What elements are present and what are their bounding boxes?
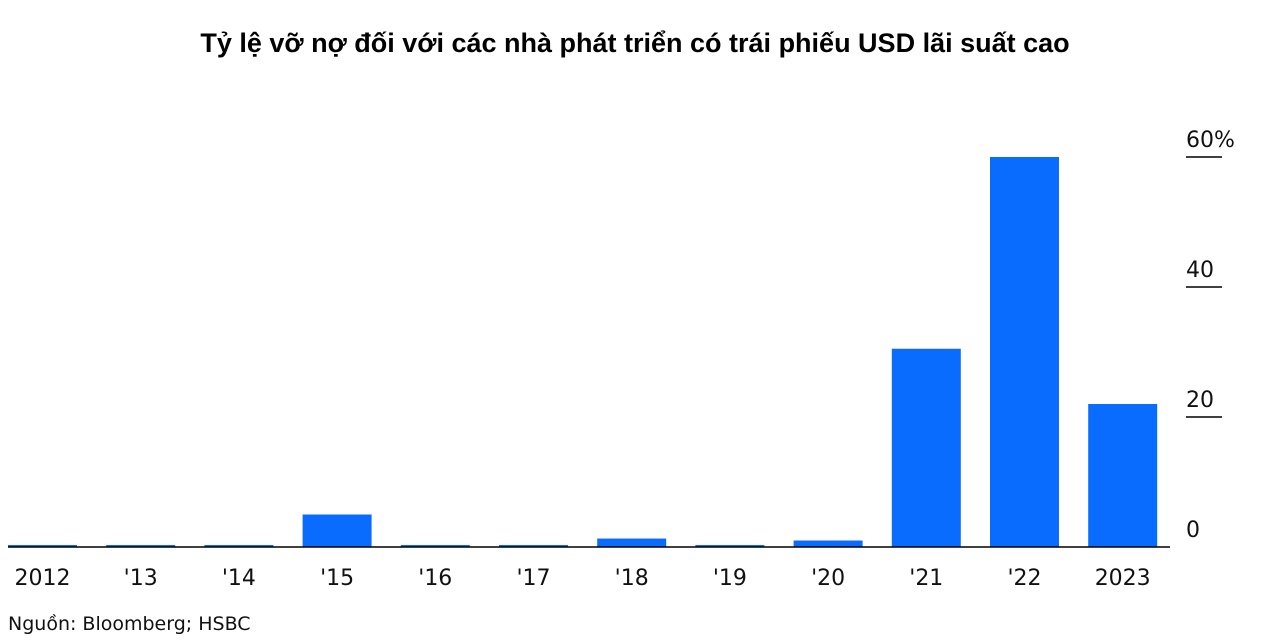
bar-6 [597, 538, 667, 547]
y-tick-label: 60% [1186, 128, 1235, 153]
x-tick-label: '20 [811, 566, 845, 591]
source-note: Nguồn: Bloomberg; HSBC [8, 613, 251, 635]
chart-title: Tỷ lệ vỡ nợ đối với các nhà phát triển c… [200, 28, 1069, 58]
x-tick-label: 2023 [1095, 566, 1151, 591]
x-tick-label: '18 [615, 566, 649, 591]
x-tick-label: '22 [1007, 566, 1041, 591]
x-tick-label: '13 [124, 566, 158, 591]
bar-2 [204, 545, 274, 547]
y-tick-label: 20 [1186, 388, 1214, 413]
x-tick-label: 2012 [15, 566, 71, 591]
bar-10 [990, 157, 1059, 547]
x-axis: 2012 '13 '14 '15 '16 '17 '18 '19 '20 '21 '22 2023 [15, 566, 1151, 591]
y-tick-label: 40 [1186, 258, 1214, 283]
x-tick-label: '14 [222, 566, 256, 591]
x-tick-label: '21 [909, 566, 943, 591]
bar-3 [302, 514, 372, 547]
x-tick-label: '16 [418, 566, 452, 591]
bar-4 [400, 545, 470, 547]
bar-8 [793, 540, 863, 547]
x-tick-label: '17 [516, 566, 550, 591]
x-tick-label: '19 [713, 566, 747, 591]
y-tick-label: 0 [1186, 518, 1200, 543]
bar-9 [891, 348, 961, 547]
y-axis: 0 20 40 60% [1186, 128, 1235, 543]
bar-0 [8, 545, 77, 547]
bar-11 [1088, 404, 1158, 547]
bar-5 [499, 545, 568, 547]
x-tick-label: '15 [320, 566, 354, 591]
bar-7 [695, 545, 765, 547]
bars-group [8, 157, 1158, 547]
bar-1 [106, 545, 176, 547]
